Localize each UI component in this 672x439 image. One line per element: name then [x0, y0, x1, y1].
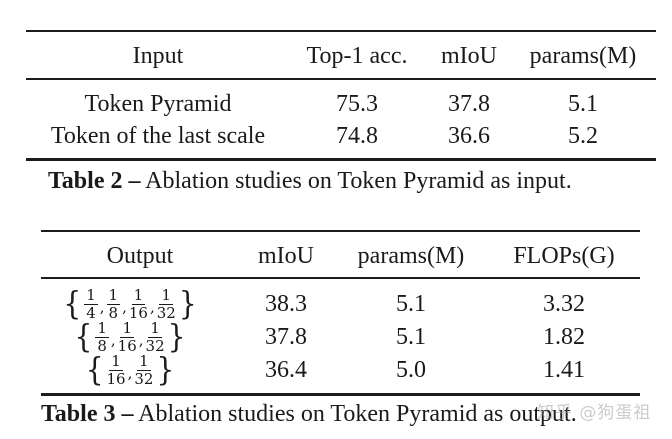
table3-bottom-rule [41, 393, 640, 396]
table2-row2-input: Token of the last scale [50, 123, 266, 149]
fraction: 1 32 [156, 285, 176, 322]
table2-caption: Table 2 – Ablation studies on Token Pyra… [48, 169, 572, 193]
fraction: 1 32 [134, 351, 154, 388]
table3-row2-params: 5.1 [396, 324, 426, 350]
table3-row2-flops: 1.82 [543, 324, 585, 350]
table3-row3-miou: 36.4 [265, 357, 307, 383]
table2-bottom-rule [26, 158, 656, 161]
fraction: 1 16 [117, 318, 137, 355]
table2-top-rule [26, 30, 656, 32]
table3-row2-miou: 37.8 [265, 324, 307, 350]
table2-row1-top1: 75.3 [336, 91, 378, 117]
fraction: 1 32 [145, 318, 165, 355]
table3-row3-params: 5.0 [396, 357, 426, 383]
table2-row1-miou: 37.8 [448, 91, 490, 117]
table3-row1-flops: 3.32 [543, 291, 585, 317]
table2-caption-label: Table 2 – [48, 168, 141, 194]
table3-row1-miou: 38.3 [265, 291, 307, 317]
table2-row2-params: 5.2 [568, 123, 598, 149]
table3-header-output: Output [106, 243, 174, 269]
table2-header-rule [26, 78, 656, 80]
close-brace: } [167, 317, 186, 356]
table2-header-miou: mIoU [441, 43, 497, 69]
table3-row3-flops: 1.41 [543, 357, 585, 383]
table3-header-miou: mIoU [258, 243, 314, 269]
close-brace: } [156, 350, 175, 389]
table3-caption-label: Table 3 – [41, 401, 134, 427]
table3-caption-text: Ablation studies on Token Pyramid as out… [138, 401, 577, 427]
table3-top-rule [41, 230, 640, 232]
open-brace: { [63, 284, 82, 323]
close-brace: } [178, 284, 197, 323]
table2-header-input: Input [132, 43, 184, 69]
table2-caption-text: Ablation studies on Token Pyramid as inp… [145, 168, 572, 194]
table3-header-params: params(M) [357, 243, 465, 269]
table2-row2-top1: 74.8 [336, 123, 378, 149]
table3-header-rule [41, 277, 640, 279]
open-brace: { [74, 317, 93, 356]
fraction: 1 16 [128, 285, 148, 322]
open-brace: { [85, 350, 104, 389]
table2-header-top1: Top-1 acc. [306, 43, 408, 69]
table2-row2-miou: 36.6 [448, 123, 490, 149]
watermark: 知乎 @狗蛋祖 [537, 403, 652, 423]
table3-caption: Table 3 – Ablation studies on Token Pyra… [41, 402, 577, 426]
table2-row1-input: Token Pyramid [84, 91, 232, 117]
table2-header-params: params(M) [529, 43, 637, 69]
table3-header-flops: FLOPs(G) [513, 243, 615, 269]
table3-row1-params: 5.1 [396, 291, 426, 317]
table3-row3-output: { 1 16, 1 32 } [85, 350, 175, 389]
table2-row1-params: 5.1 [568, 91, 598, 117]
fraction: 1 16 [106, 351, 126, 388]
